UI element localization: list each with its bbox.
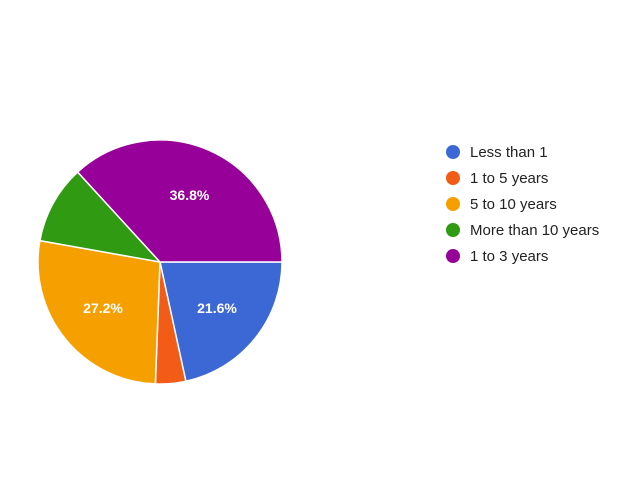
legend-swatch <box>446 249 460 263</box>
legend-item: Less than 1 <box>446 139 599 165</box>
legend-item: 1 to 3 years <box>446 243 599 269</box>
legend-label: More than 10 years <box>470 221 600 239</box>
legend-label: 1 to 3 years <box>470 247 549 265</box>
legend: Less than 1 1 to 5 years 5 to 10 years More… <box>446 139 599 269</box>
pie-slice <box>76 139 283 263</box>
pie-slice <box>159 261 283 383</box>
slice-percent-label: 21.6% <box>197 300 237 316</box>
legend-label: Less than 1 <box>470 143 548 161</box>
legend-item: 5 to 10 years <box>446 191 599 217</box>
legend-swatch <box>446 171 460 185</box>
pie-slice <box>37 239 161 385</box>
pie-slice <box>39 170 163 264</box>
legend-swatch <box>446 223 460 237</box>
legend-swatch <box>446 197 460 211</box>
legend-swatch <box>446 145 460 159</box>
slice-percent-label: 36.8% <box>170 187 210 203</box>
legend-item: 1 to 5 years <box>446 165 599 191</box>
slice-percent-label: 27.2% <box>83 300 123 316</box>
legend-label: 5 to 10 years <box>470 195 557 213</box>
legend-label: 1 to 5 years <box>470 169 549 187</box>
legend-item: More than 10 years <box>446 217 599 243</box>
